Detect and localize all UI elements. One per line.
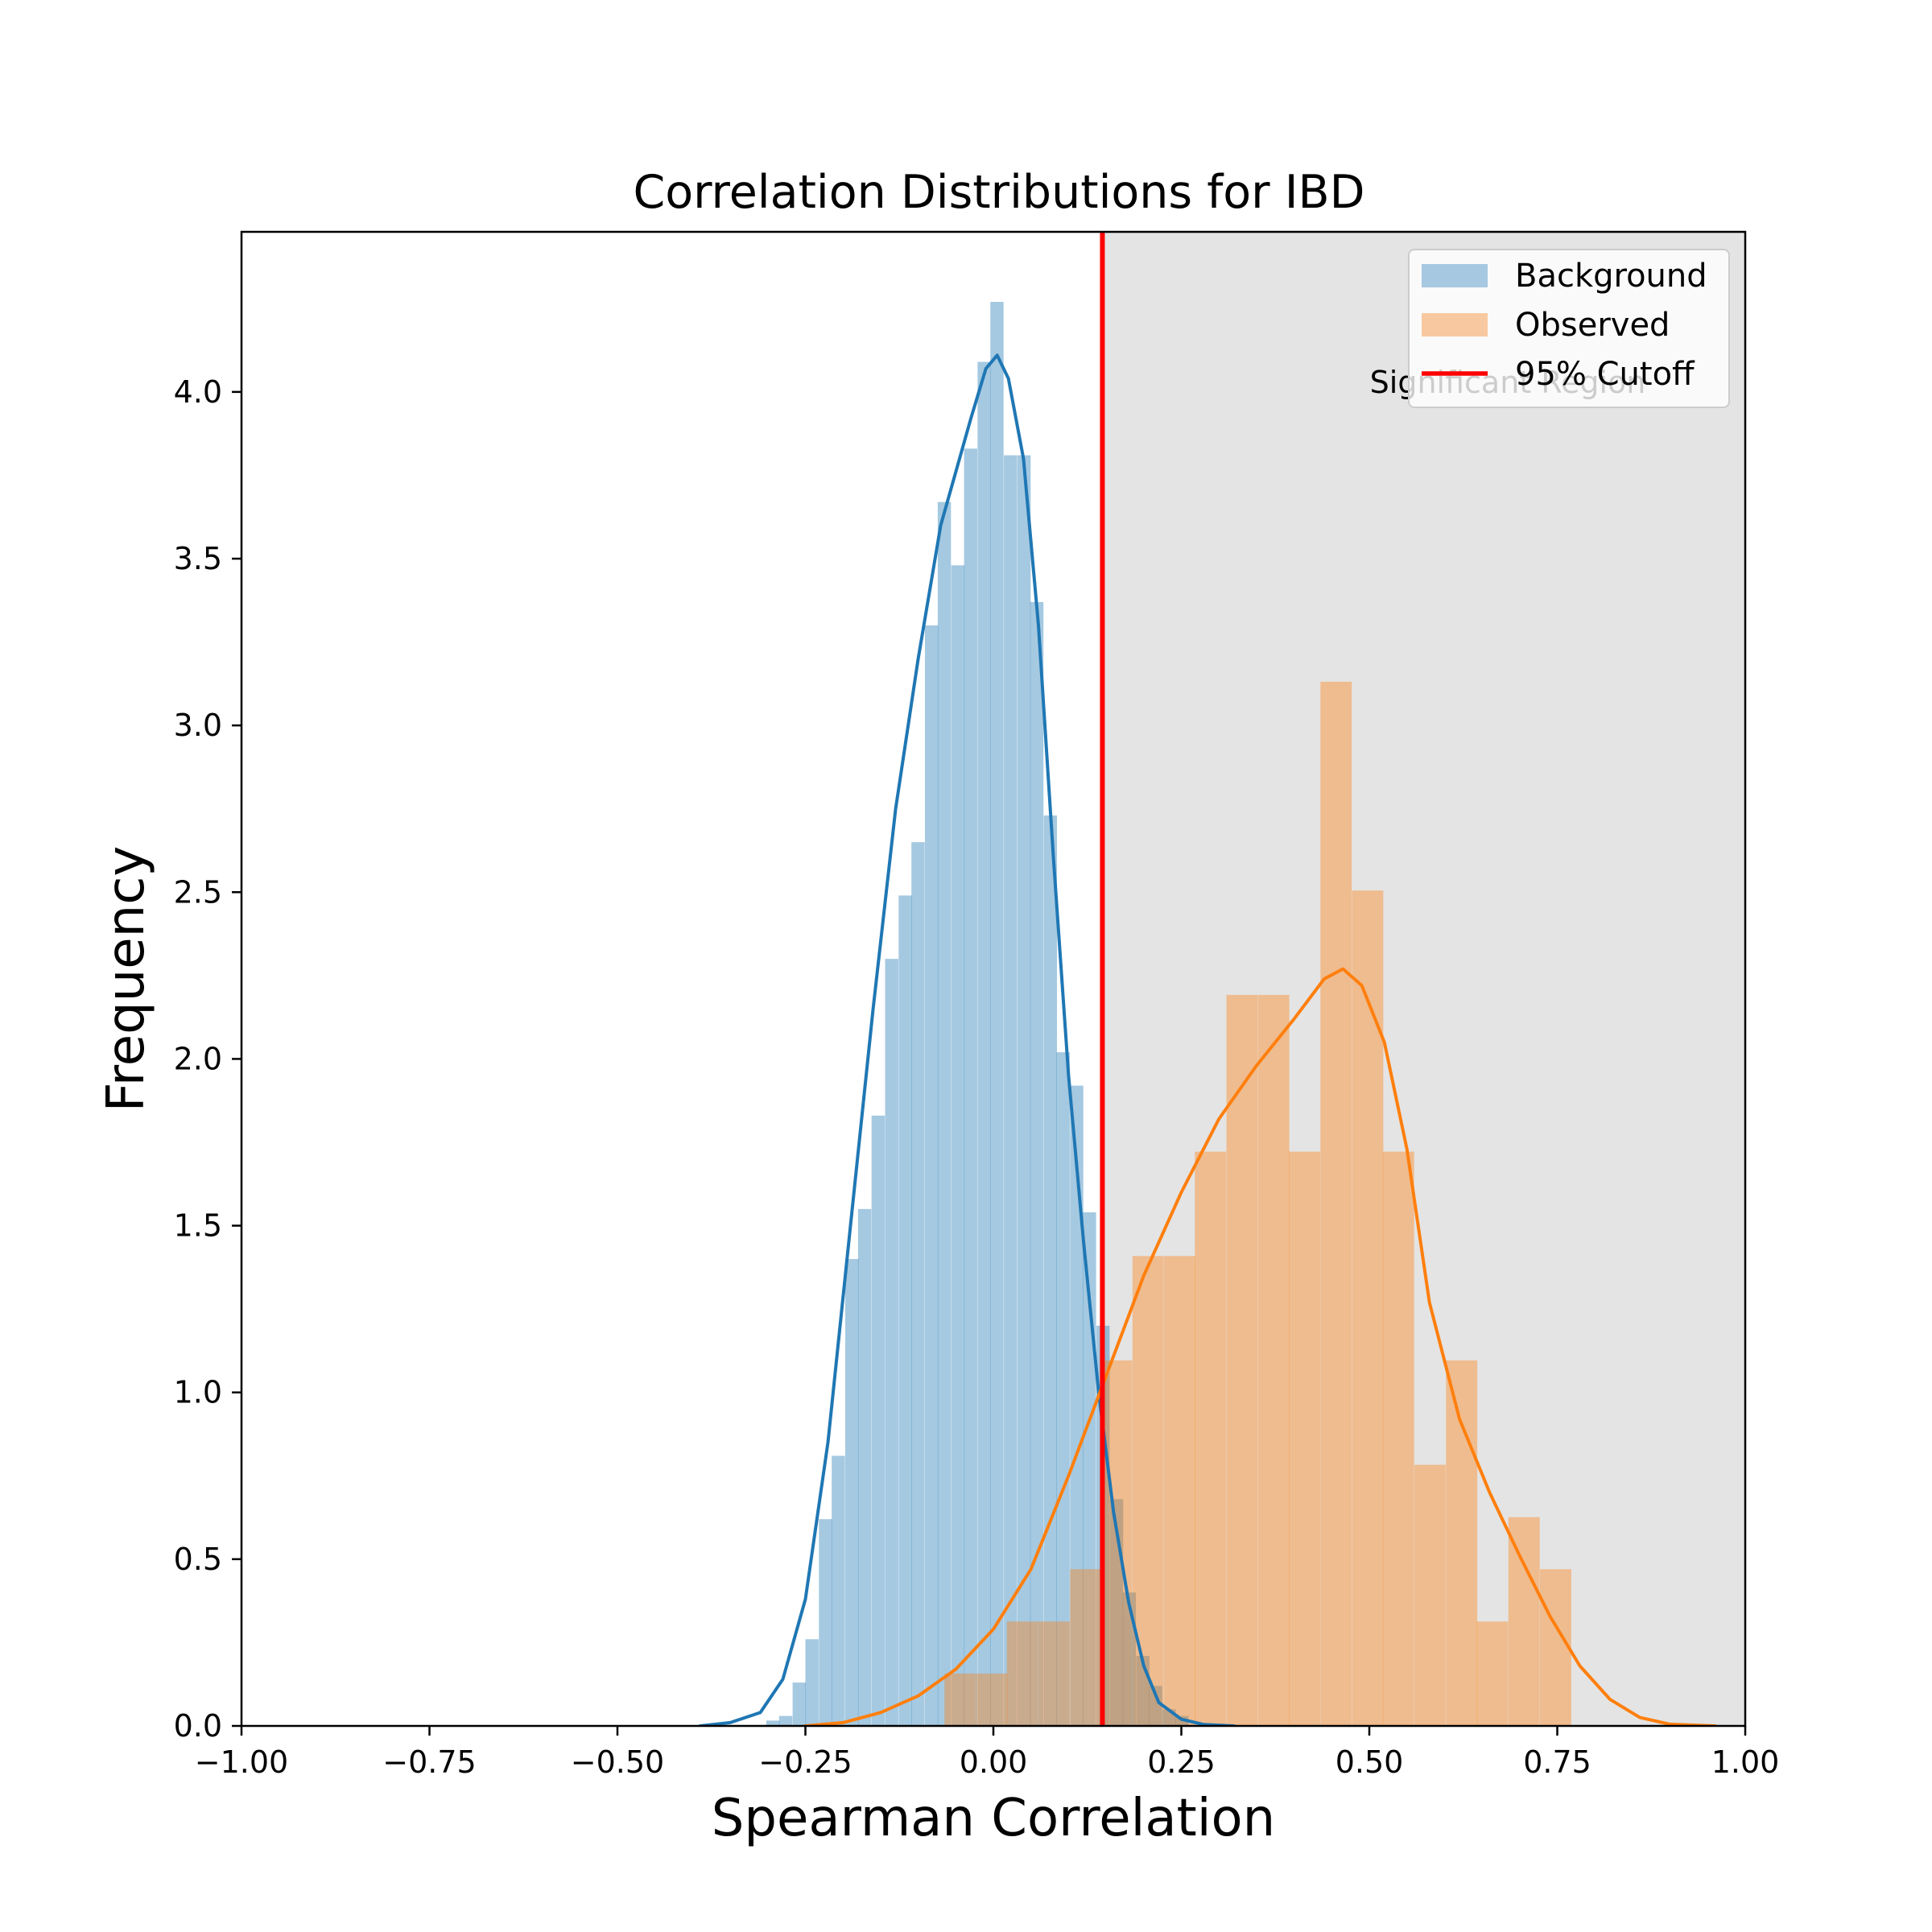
y-tick-label: 3.0 [174, 708, 222, 743]
legend-label-observed: Observed [1515, 307, 1670, 344]
y-tick-label: 4.0 [174, 374, 222, 410]
y-tick-label: 2.5 [174, 874, 222, 910]
background-bar-5 [832, 1455, 845, 1726]
background-bar-1 [778, 1715, 793, 1726]
legend-swatch-observed [1422, 313, 1488, 336]
background-bar-6 [845, 1259, 859, 1726]
observed-bar-1 [976, 1673, 1008, 1726]
x-tick-label: 0.00 [960, 1744, 1028, 1780]
background-bar-7 [857, 1208, 872, 1726]
observed-bar-9 [1226, 994, 1258, 1726]
chart-title: Correlation Distributions for IBD [633, 166, 1364, 219]
background-bar-15 [964, 448, 978, 1726]
y-tick-label: 2.0 [174, 1041, 222, 1076]
legend-label-cutoff: 95% Cutoff [1515, 356, 1695, 393]
y-tick-label: 0.5 [174, 1542, 222, 1577]
background-bar-2 [792, 1682, 807, 1726]
x-tick-label: −0.50 [571, 1744, 664, 1780]
y-axis: 0.0 0.5 1.0 1.5 2.0 2.5 3.0 3.5 4.0 [174, 374, 242, 1744]
background-bar-23 [1070, 1085, 1084, 1726]
x-tick-label: −0.75 [382, 1744, 476, 1780]
x-axis: −1.00 −0.75 −0.50 −0.25 0.00 0.25 0.50 0.75 1.00 [195, 1726, 1780, 1780]
y-axis-label: Frequency [97, 846, 156, 1113]
observed-bar-3 [1038, 1621, 1070, 1726]
kde-curves-layer [698, 353, 1717, 1726]
observed-bar-0 [944, 1673, 976, 1726]
background-bar-14 [951, 565, 965, 1726]
observed-bar-2 [1006, 1621, 1038, 1726]
observed-bar-11 [1289, 1151, 1320, 1726]
background-bar-9 [885, 959, 898, 1726]
background-bar-19 [1017, 455, 1031, 1726]
histogram-bars-layer [766, 302, 1571, 1726]
observed-bar-18 [1508, 1517, 1540, 1726]
background-bar-3 [805, 1639, 819, 1726]
observed-bar-17 [1476, 1621, 1509, 1726]
observed-bar-19 [1540, 1569, 1571, 1726]
legend-swatch-background [1422, 264, 1488, 287]
background-bar-29 [1149, 1686, 1162, 1726]
observed-bar-15 [1414, 1464, 1446, 1726]
legend-label-background: Background [1515, 258, 1707, 295]
observed-bar-10 [1257, 994, 1290, 1726]
background-bar-11 [911, 842, 925, 1726]
x-tick-label: −0.25 [758, 1744, 852, 1780]
observed-bar-14 [1382, 1151, 1414, 1726]
x-tick-label: −1.00 [195, 1744, 288, 1780]
background-bar-21 [1043, 815, 1058, 1726]
observed-bar-6 [1132, 1256, 1164, 1726]
y-tick-label: 1.0 [174, 1375, 222, 1410]
legend: Background Observed 95% Cutoff [1408, 249, 1730, 408]
background-bar-12 [925, 625, 939, 1726]
background-bar-20 [1030, 601, 1044, 1726]
observed-kde-line [803, 967, 1717, 1726]
significant-region-shade [1102, 232, 1745, 1726]
background-bar-10 [898, 895, 912, 1726]
legend-frame [1408, 249, 1730, 408]
background-bar-8 [871, 1115, 886, 1726]
observed-bar-7 [1164, 1256, 1195, 1726]
x-axis-label: Spearman Correlation [712, 1789, 1275, 1848]
background-kde-line [698, 353, 1236, 1726]
observed-bar-5 [1100, 1360, 1133, 1726]
x-tick-label: 1.00 [1711, 1744, 1780, 1780]
y-tick-label: 3.5 [174, 541, 222, 576]
y-tick-label: 0.0 [174, 1708, 222, 1744]
background-bar-22 [1056, 1052, 1070, 1726]
background-bar-18 [1004, 455, 1018, 1726]
observed-bar-16 [1446, 1360, 1478, 1726]
observed-bar-13 [1352, 890, 1384, 1726]
background-bar-16 [977, 361, 991, 1726]
observed-bar-8 [1195, 1151, 1227, 1726]
x-tick-label: 0.50 [1335, 1744, 1404, 1780]
background-bar-0 [766, 1720, 780, 1726]
observed-bar-4 [1070, 1569, 1102, 1726]
background-bar-13 [937, 502, 952, 1726]
background-bar-4 [819, 1519, 832, 1726]
y-tick-label: 1.5 [174, 1208, 222, 1244]
background-bar-17 [990, 302, 1004, 1726]
observed-bar-12 [1320, 681, 1352, 1726]
x-tick-label: 0.25 [1147, 1744, 1216, 1780]
significant-region-layer [1102, 232, 1745, 1726]
x-tick-label: 0.75 [1523, 1744, 1591, 1780]
